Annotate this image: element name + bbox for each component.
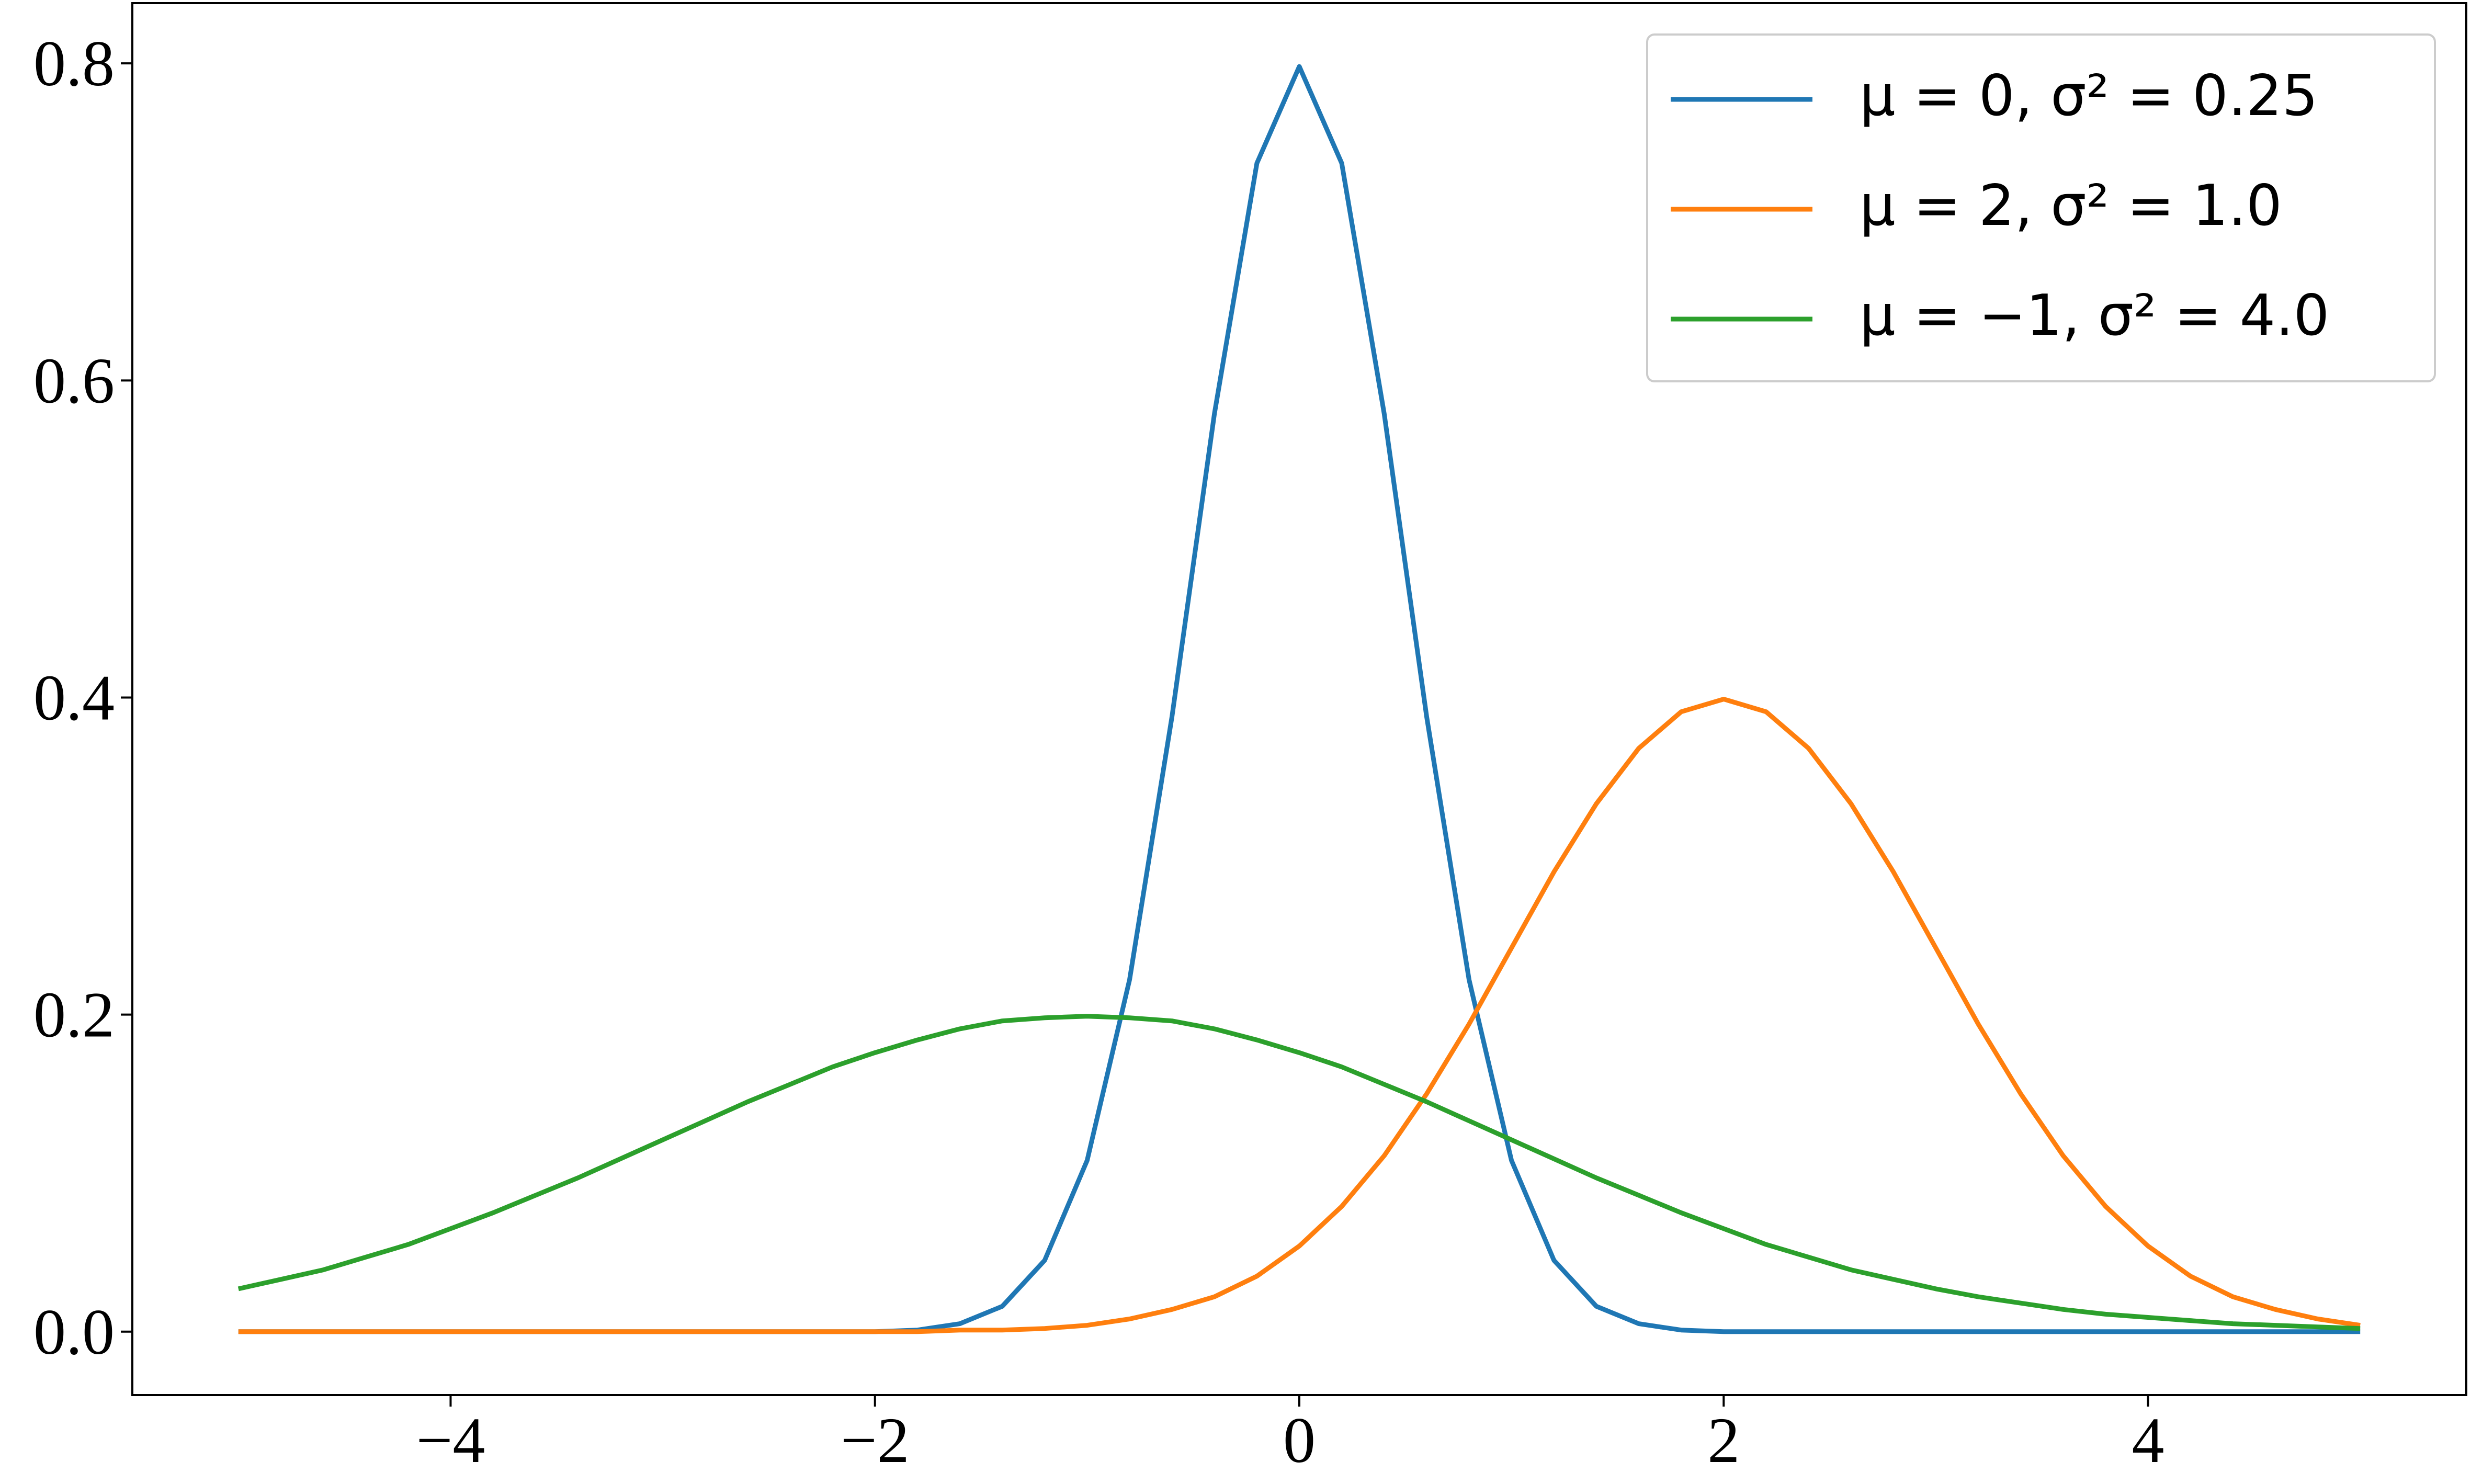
plot-frame — [131, 2, 2467, 1396]
legend-label: μ = 0, σ² = 0.25 — [1860, 63, 2318, 129]
x-tick-label: 2 — [1707, 1404, 1740, 1476]
y-tick-label: 0.4 — [33, 662, 115, 733]
legend-box — [1646, 33, 2436, 382]
x-tick-label: −2 — [841, 1404, 910, 1476]
legend-label: μ = 2, σ² = 1.0 — [1860, 173, 2282, 239]
legend-label: μ = −1, σ² = 4.0 — [1860, 283, 2329, 348]
x-tick-label: 0 — [1283, 1404, 1316, 1476]
y-tick-label: 0.2 — [33, 979, 115, 1051]
y-tick-label: 0.0 — [33, 1296, 115, 1368]
y-tick-label: 0.6 — [33, 345, 115, 416]
line-series — [238, 697, 2361, 1334]
y-tick-label: 0.8 — [33, 28, 115, 99]
line-series — [237, 1014, 2361, 1331]
x-tick-label: 4 — [2132, 1404, 2164, 1476]
x-tick-label: −4 — [416, 1404, 485, 1476]
